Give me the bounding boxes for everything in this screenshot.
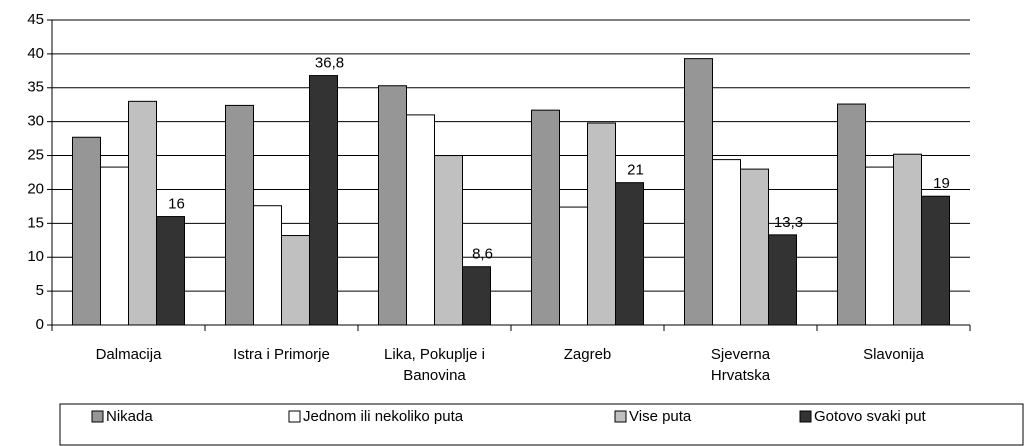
bar <box>837 103 866 326</box>
x-tick-label: Zagreb <box>563 346 612 363</box>
y-tick-label: 35 <box>27 79 44 96</box>
x-tick-label: Dalmacija <box>95 346 162 363</box>
bar <box>684 58 713 326</box>
legend-swatch <box>799 410 812 423</box>
bar <box>740 168 769 326</box>
y-tick-label: 45 <box>27 11 44 28</box>
x-tick-label: Sjeverna Hrvatska <box>710 346 771 384</box>
bar <box>100 166 129 326</box>
data-label: 21 <box>627 162 644 179</box>
y-tick-label: 10 <box>27 248 44 265</box>
data-label: 19 <box>933 175 950 192</box>
bar <box>531 109 560 326</box>
legend-box <box>59 403 1024 446</box>
y-tick-label: 5 <box>36 282 44 299</box>
x-tick-label: Slavonija <box>863 346 924 363</box>
bar <box>72 136 101 326</box>
bar <box>156 216 185 326</box>
bar <box>865 166 894 326</box>
bar <box>587 122 616 326</box>
bar <box>712 159 741 326</box>
bar <box>921 195 950 326</box>
bar <box>559 206 588 326</box>
legend-swatch <box>614 410 627 423</box>
data-label: 13,3 <box>774 214 803 231</box>
bar <box>893 153 922 326</box>
bar <box>615 182 644 326</box>
legend-swatch <box>288 410 301 423</box>
legend-label: Nikada <box>106 408 153 425</box>
data-label: 16 <box>168 196 185 213</box>
y-tick-label: 30 <box>27 113 44 130</box>
bar <box>768 234 797 326</box>
x-tick-label: Istra i Primorje <box>233 346 330 363</box>
bar <box>434 155 463 326</box>
bar <box>462 266 491 326</box>
bar <box>253 205 282 326</box>
x-tick-label: Lika, Pokuplje i Banovina <box>384 346 485 384</box>
bar <box>309 75 338 326</box>
y-tick-label: 25 <box>27 147 44 164</box>
bar <box>225 104 254 326</box>
y-tick-label: 0 <box>36 316 44 333</box>
y-tick-label: 20 <box>27 180 44 197</box>
y-tick-label: 15 <box>27 214 44 231</box>
legend-label: Jednom ili nekoliko puta <box>303 408 464 425</box>
legend-label: Vise puta <box>629 408 692 425</box>
bar <box>406 114 435 326</box>
bar <box>281 235 310 326</box>
bar <box>378 85 407 326</box>
data-label: 36,8 <box>315 55 344 72</box>
legend-label: Gotovo svaki put <box>814 408 927 425</box>
y-tick-label: 40 <box>27 45 44 62</box>
data-label: 8,6 <box>472 246 493 263</box>
bar <box>128 100 157 326</box>
legend-swatch <box>91 410 104 423</box>
